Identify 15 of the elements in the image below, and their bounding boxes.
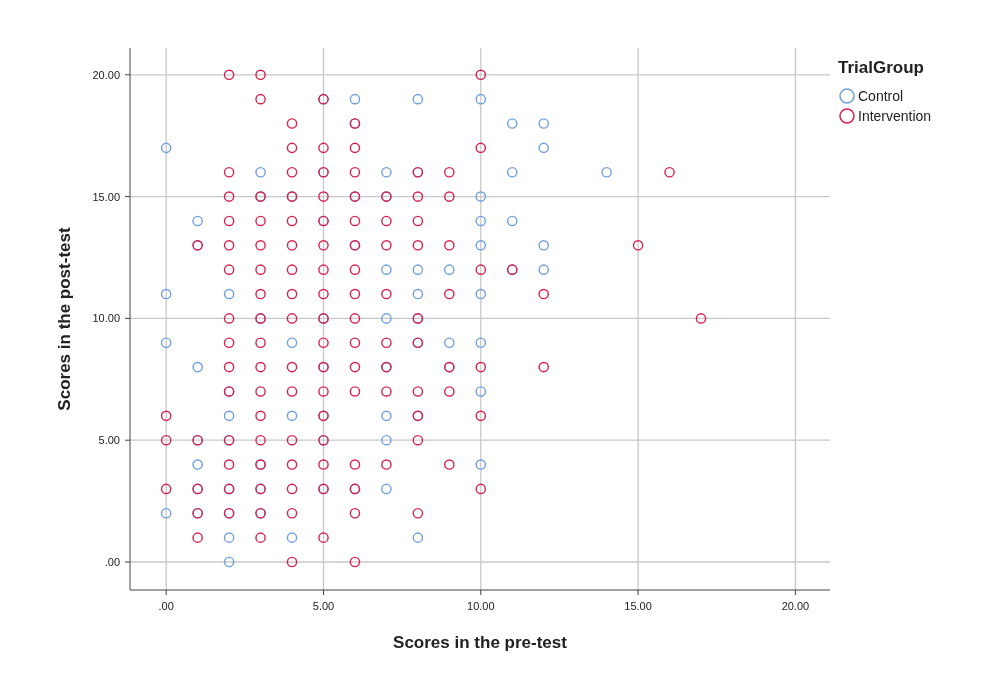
y-axis-title: Scores in the post-test (55, 227, 74, 411)
y-tick-label: 15.00 (92, 190, 120, 203)
legend-label: Control (858, 88, 904, 104)
x-tick-label: .00 (158, 600, 174, 612)
y-tick-label: 20.00 (92, 68, 120, 81)
legend-label: Intervention (858, 108, 932, 124)
x-tick-label: 10.00 (467, 600, 495, 612)
legend-title: TrialGroup (838, 58, 924, 77)
x-axis-title: Scores in the pre-test (393, 633, 568, 652)
x-tick-label: 15.00 (624, 600, 652, 612)
x-tick-label: 20.00 (781, 600, 810, 612)
y-tick-label: 5.00 (98, 434, 120, 447)
y-tick-label: 10.00 (92, 312, 120, 325)
x-tick-label: 5.00 (312, 600, 335, 612)
y-tick-label: .00 (104, 555, 120, 568)
